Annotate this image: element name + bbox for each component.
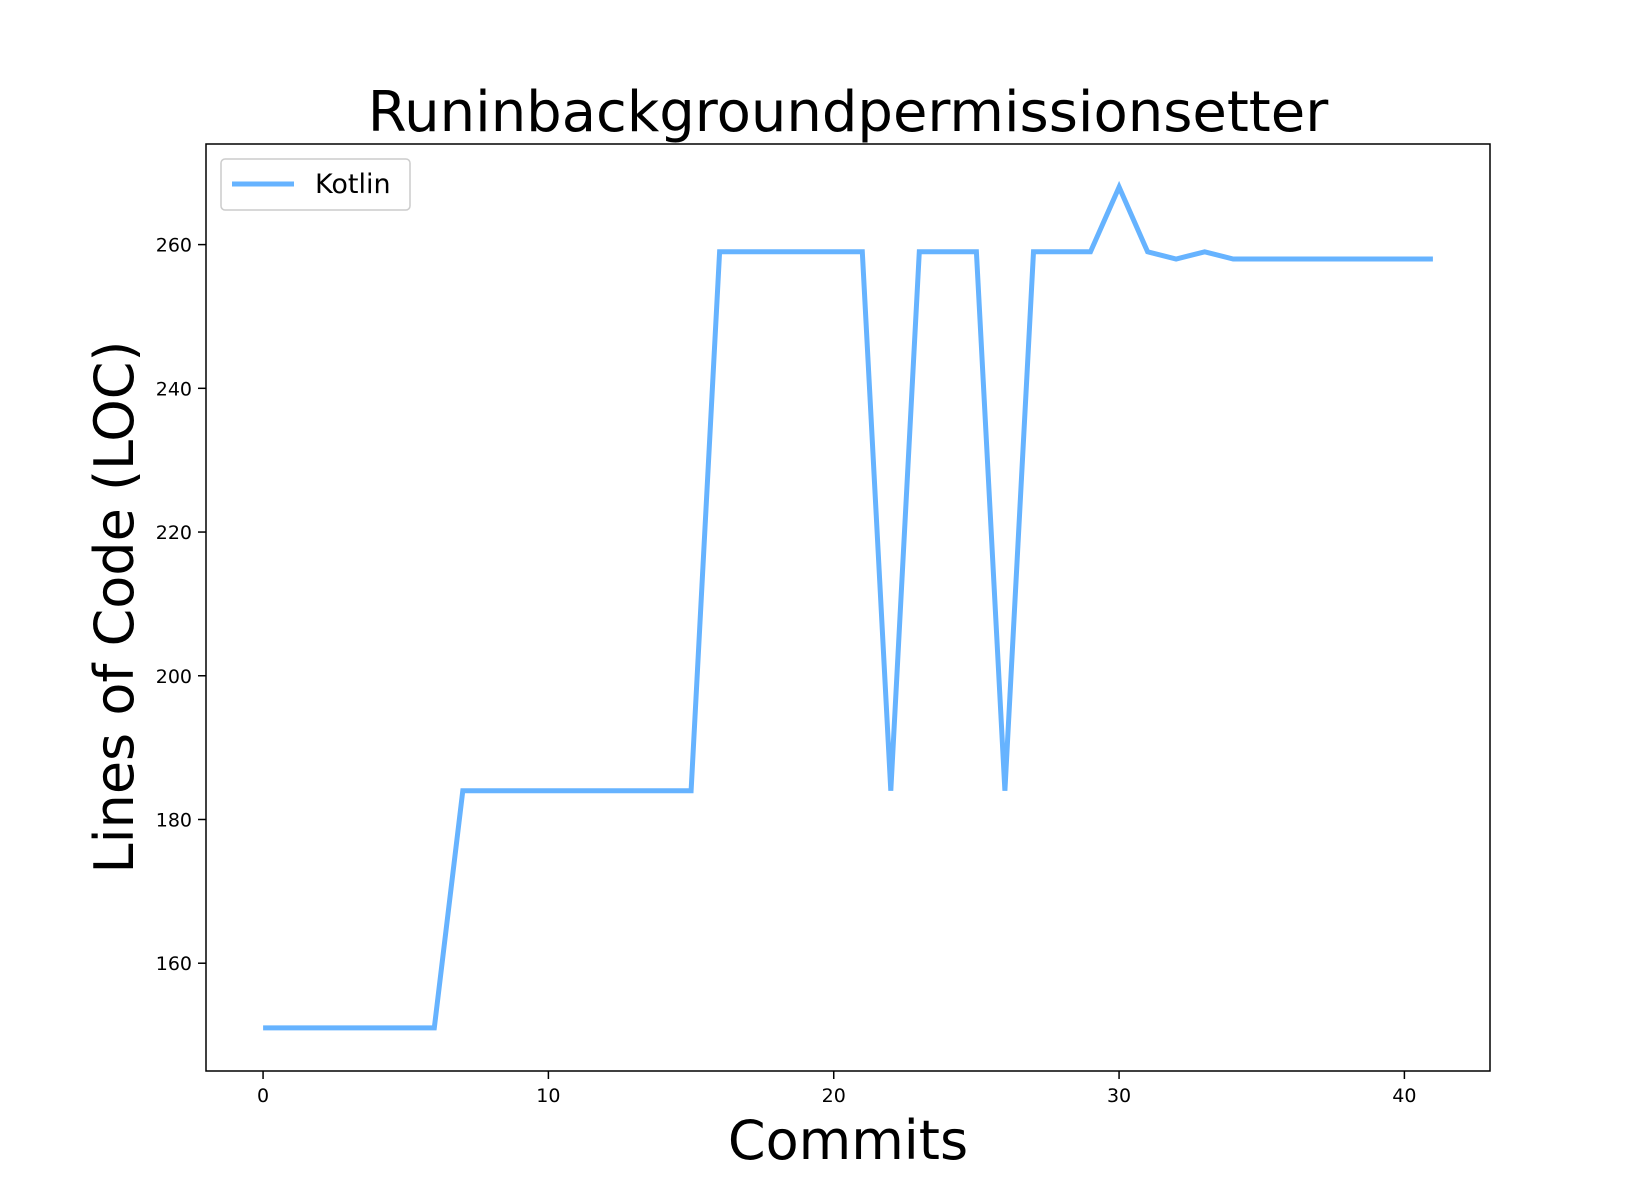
y-tick-label-200: 200	[156, 666, 192, 688]
y-tick-label-260: 260	[156, 235, 192, 257]
y-axis-label: Lines of Code (LOC)	[83, 341, 146, 874]
chart-title: Runinbackgroundpermissionsetter	[368, 80, 1329, 145]
x-axis: 0 10 20 30 40	[257, 1071, 1416, 1107]
y-tick-label-220: 220	[156, 522, 192, 544]
series-line-kotlin	[263, 180, 1433, 1031]
x-tick-label-40: 40	[1392, 1085, 1416, 1107]
series-layer	[263, 180, 1433, 1031]
legend-box	[220, 158, 411, 211]
legend: Kotlin	[220, 158, 411, 211]
plot-frame	[205, 143, 1491, 1072]
y-axis: 160 180 200 220 240 260	[156, 235, 206, 975]
y-tick-label-240: 240	[156, 378, 192, 400]
x-tick-label-0: 0	[257, 1085, 269, 1107]
x-tick-label-20: 20	[822, 1085, 846, 1107]
x-tick-label-10: 10	[536, 1085, 560, 1107]
y-tick-label-180: 180	[156, 809, 192, 831]
y-tick-label-160: 160	[156, 953, 192, 975]
x-tick-label-30: 30	[1107, 1085, 1131, 1107]
legend-label-kotlin: Kotlin	[315, 169, 391, 200]
x-axis-label: Commits	[728, 1109, 968, 1172]
